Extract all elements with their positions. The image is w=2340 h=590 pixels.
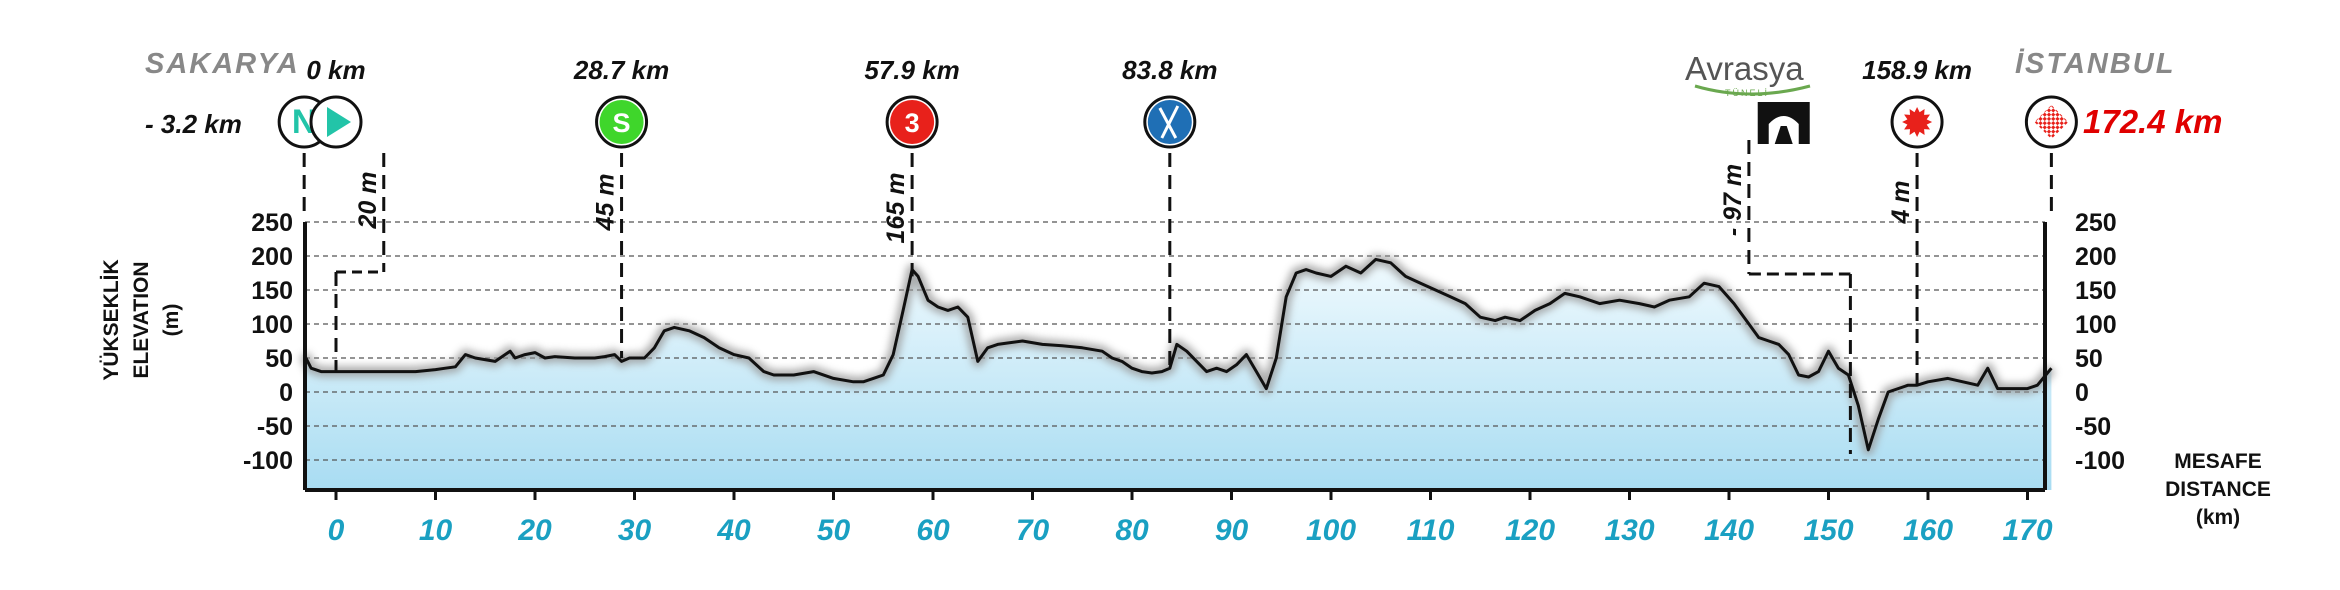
y-tick-label-left: 250 bbox=[251, 209, 293, 237]
kom-category-3-icon-face bbox=[890, 100, 935, 144]
y-tick-label-left: 200 bbox=[251, 243, 293, 271]
knife-icon bbox=[1160, 105, 1180, 139]
fork-icon bbox=[1158, 107, 1178, 139]
y-axis-title-line-1: YÜKSEKLİK bbox=[100, 259, 123, 380]
x-tick-label: 100 bbox=[1306, 514, 1356, 547]
feed-zone-icon bbox=[1143, 95, 1197, 149]
feed-marker: 83.8 km bbox=[1122, 55, 1218, 369]
y-axis-title-line-3: (m) bbox=[160, 304, 183, 337]
x-tick-label: 160 bbox=[1903, 514, 1953, 547]
x-axis-title-line-1: MESAFE bbox=[2174, 450, 2262, 473]
kom-category-3-icon-letter: 3 bbox=[905, 108, 920, 138]
finish-marker bbox=[2024, 95, 2078, 218]
profile-fill bbox=[304, 259, 2052, 490]
x-tick-label: 20 bbox=[517, 514, 552, 547]
y-tick-label-right: 200 bbox=[2075, 243, 2117, 271]
sprint-marker: 28.7 km S 45 m bbox=[573, 55, 669, 358]
x-tick-label: 40 bbox=[716, 514, 751, 547]
start-flag-icon bbox=[309, 95, 363, 149]
y-tick-label-left: 150 bbox=[251, 277, 293, 305]
y-tick-label-left: 100 bbox=[251, 311, 293, 339]
x-tick-label: 150 bbox=[1803, 514, 1853, 547]
y-tick-label-right: 100 bbox=[2075, 311, 2117, 339]
y-tick-label-right: 0 bbox=[2075, 379, 2089, 407]
x-tick-label: 70 bbox=[1016, 514, 1050, 547]
y-tick-label-left: 0 bbox=[279, 379, 293, 407]
start-marker: 0 km 20 m bbox=[306, 55, 386, 372]
x-tick-label: 110 bbox=[1407, 514, 1455, 547]
y-tick-label-right: -50 bbox=[2075, 413, 2111, 441]
x-tick-label: 10 bbox=[419, 514, 453, 547]
x-tick-label: 130 bbox=[1604, 514, 1654, 547]
climb-marker: 57.9 km 3 165 m bbox=[864, 55, 960, 277]
tunnel-brand: Avrasya bbox=[1685, 50, 1804, 87]
x-tick-label: 120 bbox=[1505, 514, 1555, 547]
x-axis-title-line-2: DISTANCE bbox=[2165, 478, 2271, 501]
x-axis-title: MESAFE DISTANCE (km) bbox=[2165, 450, 2271, 529]
start-elev-label: 20 m bbox=[354, 172, 382, 230]
x-tick-label: 50 bbox=[817, 514, 851, 547]
tunnel-elev-label: - 97 m bbox=[1719, 164, 1747, 236]
y-axis-title-line-2: ELEVATION bbox=[130, 261, 153, 378]
y-tick-label-right: -100 bbox=[2075, 447, 2125, 475]
x-axis-title-line-3: (km) bbox=[2196, 506, 2240, 529]
bonus-km-label: 158.9 km bbox=[1862, 55, 1972, 85]
climb-km-label: 57.9 km bbox=[864, 55, 959, 85]
y-tick-label-left: 50 bbox=[265, 345, 293, 373]
start-flag-icon-triangle bbox=[327, 107, 351, 137]
x-tick-label: 170 bbox=[2002, 514, 2052, 547]
finish-checkered-icon bbox=[2024, 95, 2078, 149]
feed-km-label: 83.8 km bbox=[1122, 55, 1217, 85]
climb-elev-label: 165 m bbox=[882, 173, 910, 244]
sprint-icon: S bbox=[595, 95, 649, 149]
y-tick-label-left: -50 bbox=[257, 413, 293, 441]
x-tick-label: 80 bbox=[1115, 514, 1149, 547]
y-axis-title: YÜKSEKLİK ELEVATION (m) bbox=[100, 259, 183, 380]
profile-line bbox=[302, 257, 2053, 452]
neutral-offset: - 3.2 km bbox=[145, 109, 242, 139]
x-tick-label: 90 bbox=[1215, 514, 1249, 547]
x-tick-label: 60 bbox=[916, 514, 950, 547]
bonus-sprint-icon bbox=[1890, 95, 1944, 149]
sprint-km-label: 28.7 km bbox=[573, 55, 669, 85]
tunnel-sub: TÜNELİ bbox=[1725, 88, 1769, 98]
y-tick-label-right: 50 bbox=[2075, 345, 2103, 373]
y-tick-label-right: 250 bbox=[2075, 209, 2117, 237]
x-tick-label: 30 bbox=[618, 514, 652, 547]
finish-city: İSTANBUL bbox=[2015, 48, 2175, 80]
tunnel-marker: - 97 m bbox=[1719, 102, 1852, 454]
x-tick-label: 140 bbox=[1704, 514, 1754, 547]
sprint-elev-label: 45 m bbox=[592, 174, 620, 232]
tunnel-icon bbox=[1757, 102, 1810, 144]
tunnel-logo: Avrasya TÜNELİ bbox=[1685, 50, 1811, 98]
kom-category-3-icon: 3 bbox=[885, 95, 939, 149]
y-tick-label-right: 150 bbox=[2075, 277, 2117, 305]
x-tick-label: 0 bbox=[328, 514, 345, 547]
tunnel-icon-road bbox=[1774, 126, 1793, 144]
sprint-icon-letter: S bbox=[613, 108, 631, 138]
start-km-label: 0 km bbox=[306, 55, 365, 85]
finish-distance: 172.4 km bbox=[2083, 103, 2222, 140]
start-city: SAKARYA bbox=[145, 48, 300, 80]
elevation-profile bbox=[299, 253, 2056, 456]
bonus-star-icon bbox=[1902, 107, 1933, 137]
plot-area bbox=[304, 259, 2052, 490]
tunnel-logo-swoosh bbox=[1694, 84, 1811, 96]
sprint-icon-face bbox=[599, 100, 644, 144]
bonus-marker: 158.9 km 4 m bbox=[1862, 55, 1972, 386]
y-tick-label-left: -100 bbox=[243, 447, 293, 475]
bonus-elev-label: 4 m bbox=[1887, 180, 1915, 224]
